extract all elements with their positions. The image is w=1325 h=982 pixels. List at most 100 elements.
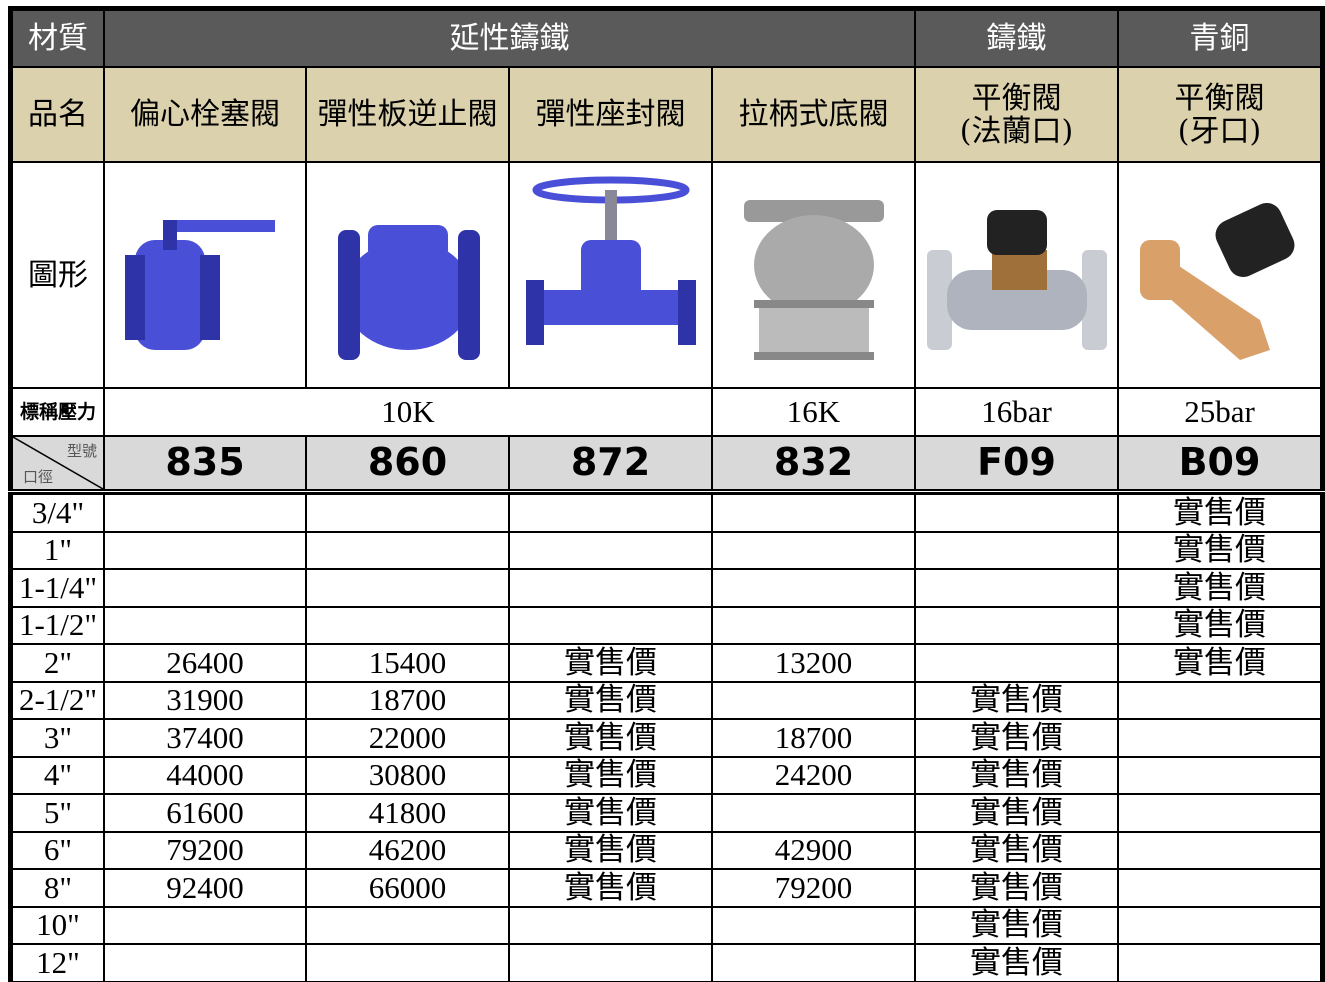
price-cell — [916, 645, 1117, 681]
price-cell — [1119, 908, 1320, 943]
product-cell: 平衡閥 (牙口) — [1119, 68, 1320, 161]
price-cell — [105, 533, 305, 568]
price-cell: 66000 — [307, 870, 508, 906]
material-name: 延性鑄鐵 — [449, 21, 570, 56]
product-cell: 彈性座封閥 — [510, 68, 711, 161]
size-cell: 3" — [13, 720, 103, 756]
price: 18700 — [368, 683, 447, 718]
material-name: 鑄鐵 — [986, 21, 1047, 56]
price-cell — [510, 945, 711, 981]
model-cell: 860 — [307, 437, 508, 489]
price-cell: 22000 — [307, 720, 508, 756]
size-cell: 1" — [13, 533, 103, 568]
valve-image — [125, 220, 275, 350]
price-cell — [713, 570, 914, 606]
product-name: 偏心栓塞閥 — [130, 97, 280, 132]
product-image — [510, 163, 711, 387]
size: 12" — [36, 945, 80, 980]
price: 實售價 — [564, 645, 657, 680]
price: 44000 — [166, 758, 244, 793]
price: 實售價 — [970, 795, 1063, 830]
price-cell: 15400 — [307, 645, 508, 681]
price-cell: 實售價 — [510, 795, 711, 831]
price-cell: 79200 — [713, 870, 914, 906]
model-cell: 832 — [713, 437, 914, 489]
model-label-cell: 型號 口徑 — [13, 437, 103, 489]
price: 18700 — [774, 720, 853, 755]
price: 實售價 — [970, 833, 1063, 868]
price: 實售價 — [564, 833, 657, 868]
product-name: 彈性座封閥 — [535, 97, 686, 132]
product-image — [307, 163, 508, 387]
price-cell: 實售價 — [510, 870, 711, 906]
size-label: 口徑 — [23, 467, 54, 486]
price-cell — [105, 608, 305, 643]
price: 實售價 — [970, 683, 1063, 718]
price: 實售價 — [970, 945, 1063, 980]
price-cell — [713, 533, 914, 568]
price-cell: 實售價 — [1119, 608, 1320, 643]
size: 6" — [43, 833, 73, 868]
pressure-value: 16K — [786, 393, 841, 429]
model-code: B09 — [1178, 440, 1261, 485]
size: 3" — [43, 720, 73, 755]
product-label: 品名 — [28, 97, 88, 132]
figure-label: 圖形 — [28, 257, 88, 293]
price-cell — [307, 908, 508, 943]
valve-image — [1139, 202, 1294, 360]
product-cell: 平衡閥 (法蘭口) — [916, 68, 1117, 161]
price-cell — [307, 533, 508, 568]
price-cell — [510, 908, 711, 943]
material-cell: 鑄鐵 — [916, 11, 1117, 66]
price-cell — [1119, 720, 1320, 756]
model-code: 832 — [773, 440, 854, 485]
price: 實售價 — [1173, 645, 1266, 680]
price-cell: 實售價 — [1119, 570, 1320, 606]
product-label-cell: 品名 — [13, 68, 103, 161]
price-cell: 實售價 — [916, 833, 1117, 868]
size-cell: 10" — [13, 908, 103, 943]
price: 46200 — [368, 833, 447, 868]
price-cell: 實售價 — [916, 870, 1117, 906]
pressure-value: 16bar — [981, 393, 1052, 429]
figure-label-cell: 圖形 — [13, 163, 103, 387]
material-cell: 延性鑄鐵 — [105, 11, 914, 66]
product-cell: 拉柄式底閥 — [713, 68, 914, 161]
model-cell: 835 — [105, 437, 305, 489]
price-cell — [307, 570, 508, 606]
model-cell: 872 — [510, 437, 711, 489]
price: 實售價 — [970, 758, 1063, 793]
price-cell: 實售價 — [510, 720, 711, 756]
model-code: 860 — [367, 440, 448, 485]
price: 實售價 — [970, 720, 1063, 755]
price-cell: 79200 — [105, 833, 305, 868]
separator — [8, 491, 1325, 492]
size-cell: 3/4" — [13, 495, 103, 531]
size: 1" — [43, 533, 73, 568]
pressure-value: 25bar — [1184, 393, 1255, 429]
price: 30800 — [368, 758, 447, 793]
pressure-cell: 16K — [713, 389, 914, 435]
price-cell — [105, 908, 305, 943]
price: 79200 — [774, 870, 853, 905]
price-cell: 實售價 — [916, 908, 1117, 943]
price-cell — [916, 533, 1117, 568]
price-cell: 46200 — [307, 833, 508, 868]
price: 26400 — [166, 645, 244, 680]
product-cell: 偏心栓塞閥 — [105, 68, 305, 161]
price: 實售價 — [1173, 533, 1266, 568]
price-cell: 實售價 — [916, 795, 1117, 831]
pressure-cell: 10K — [105, 389, 711, 435]
price: 61600 — [166, 795, 244, 830]
price-cell — [916, 608, 1117, 643]
price-cell — [510, 608, 711, 643]
size-cell: 2" — [13, 645, 103, 681]
price: 實售價 — [970, 870, 1063, 905]
price-cell: 實售價 — [510, 683, 711, 718]
price-cell — [1119, 795, 1320, 831]
price-cell: 實售價 — [1119, 495, 1320, 531]
size: 5" — [43, 795, 73, 830]
size: 4" — [43, 758, 73, 793]
price: 實售價 — [564, 720, 657, 755]
